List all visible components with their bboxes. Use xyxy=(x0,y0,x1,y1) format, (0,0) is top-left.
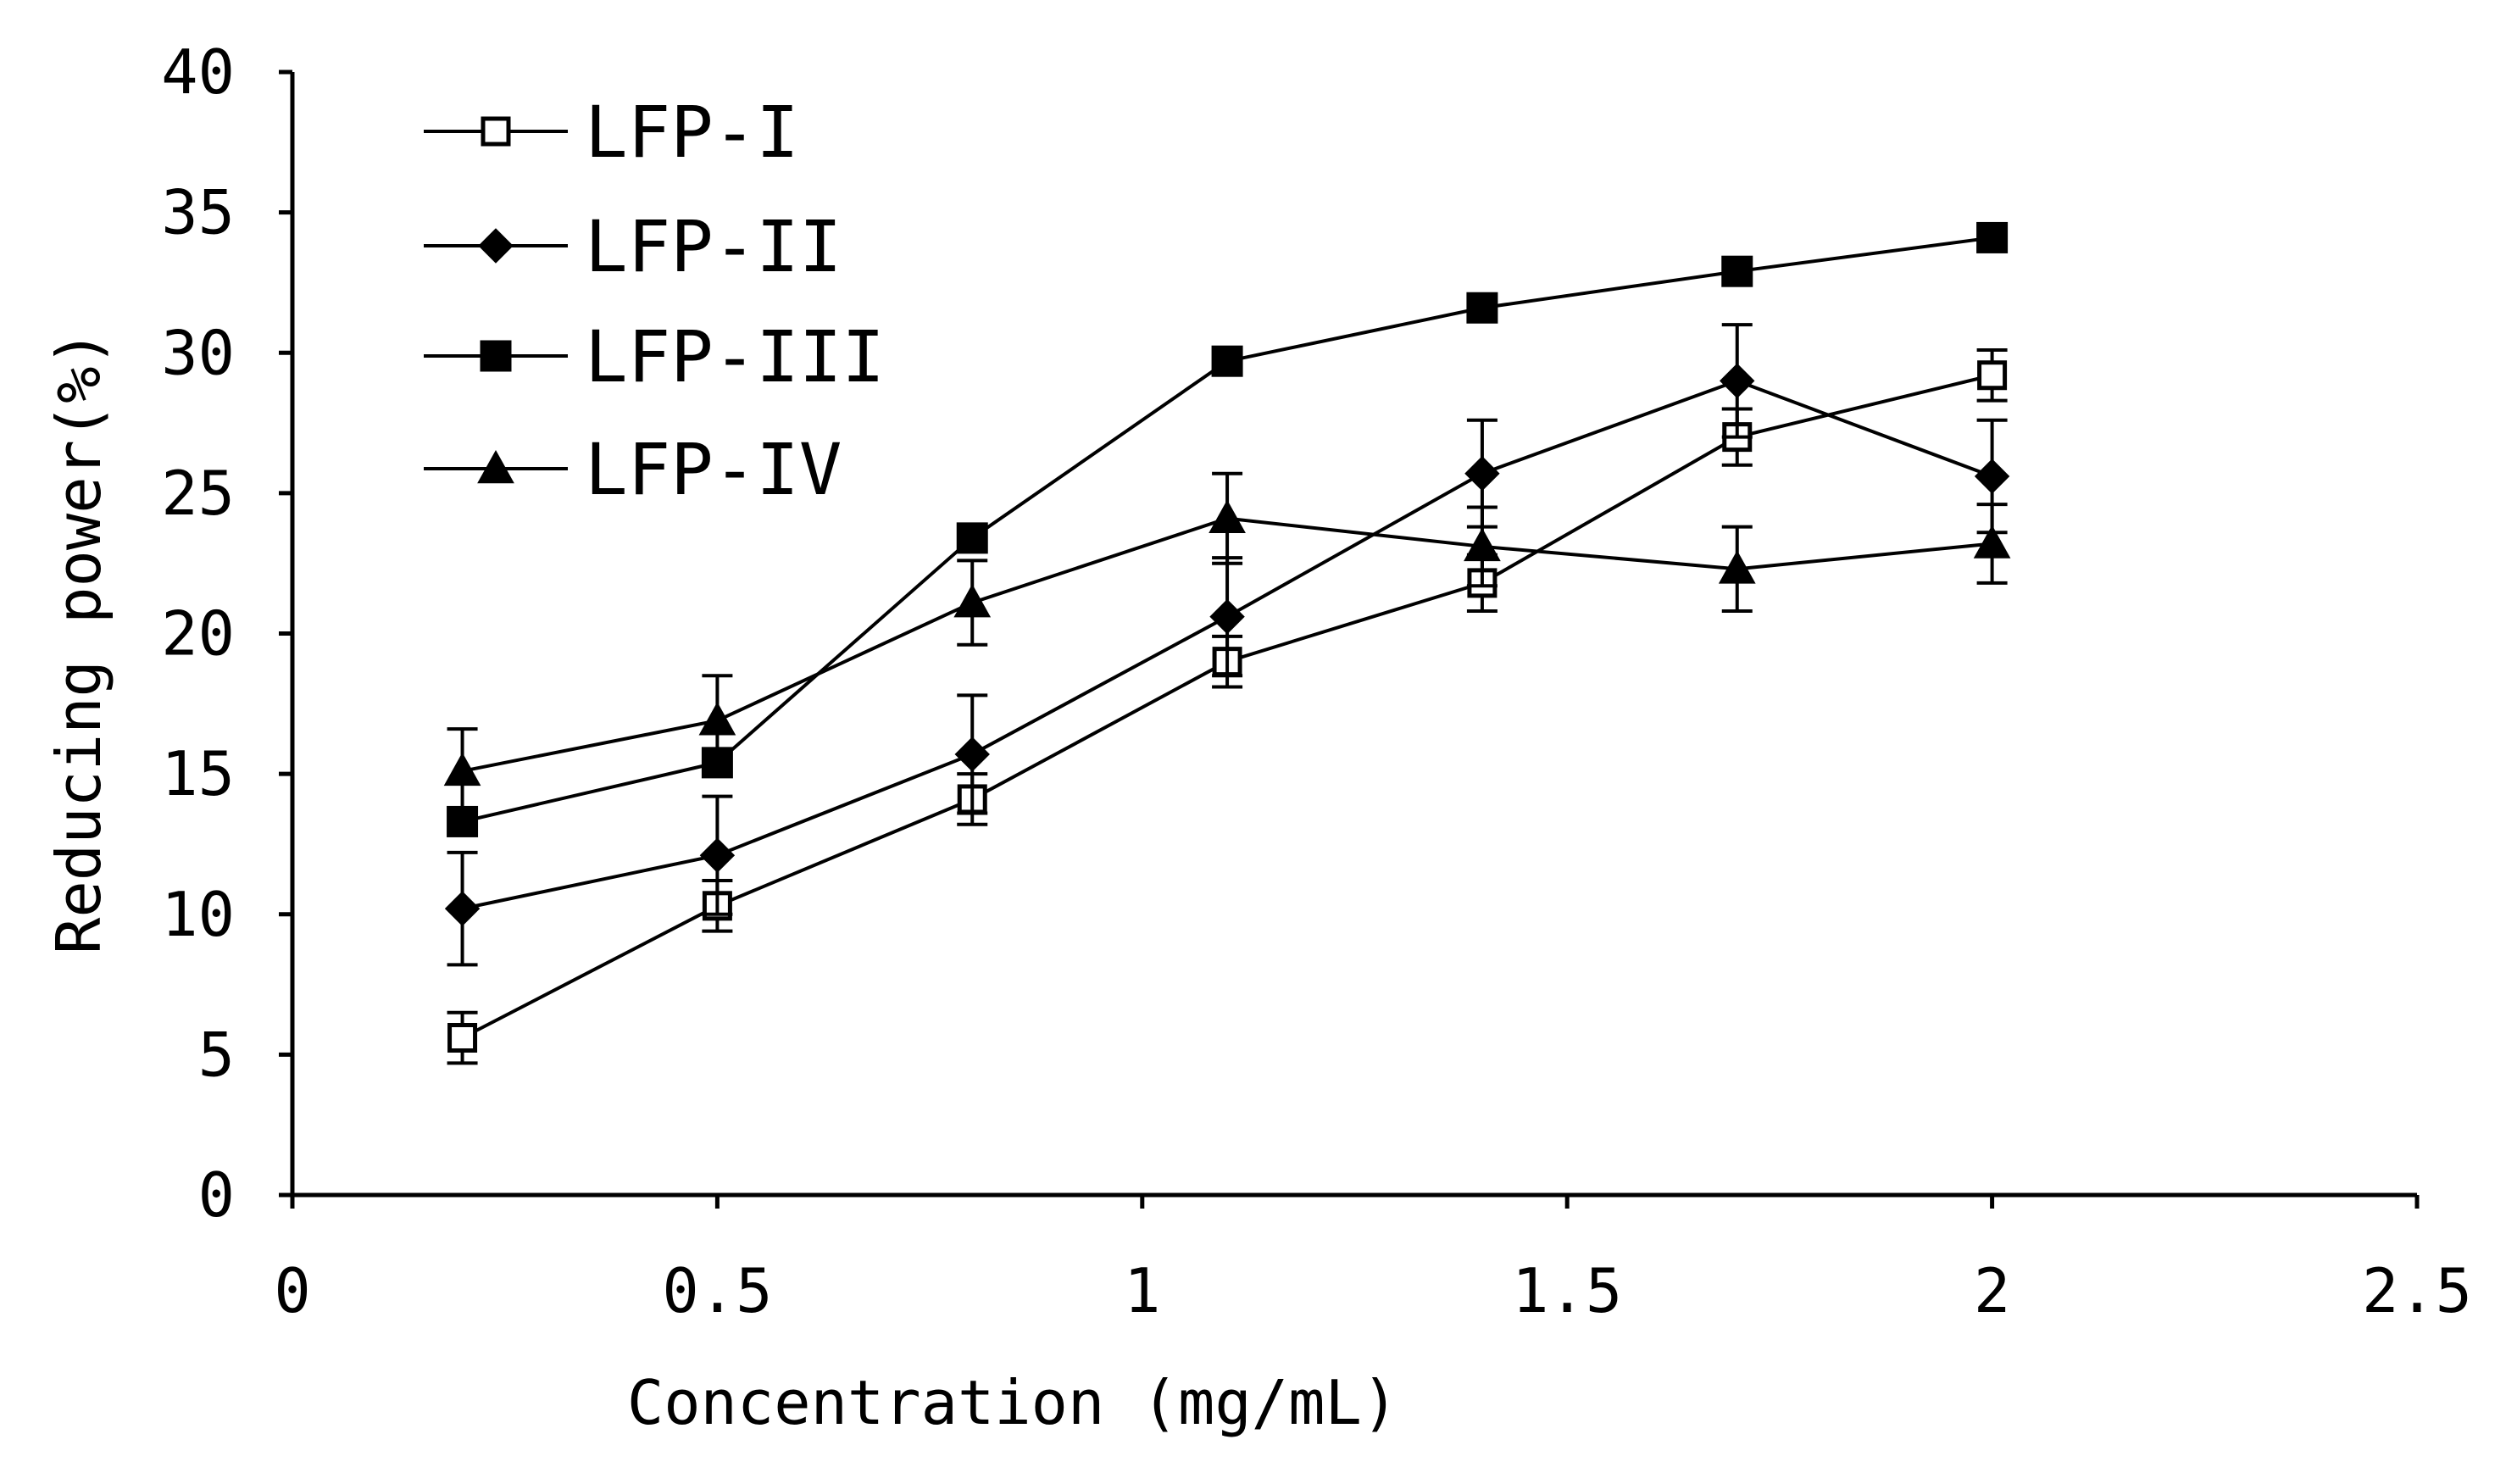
legend-marker xyxy=(477,449,514,484)
legend-label: LFP-I xyxy=(585,91,799,174)
data-point xyxy=(444,891,481,926)
legend-label: LFP-IV xyxy=(585,428,842,511)
data-point xyxy=(447,1023,478,1053)
data-point xyxy=(1977,360,2008,391)
series-lfp-iv xyxy=(443,471,2011,815)
data-point xyxy=(1973,525,2011,559)
legend-item-lfp-i: LFP-I xyxy=(424,91,799,174)
y-tick-label: 30 xyxy=(161,317,235,388)
legend-item-lfp-iii: LFP-III xyxy=(424,315,885,398)
x-axis-title: Concentration (mg/mL) xyxy=(627,1367,1398,1438)
x-tick-label: 1 xyxy=(1124,1255,1160,1326)
data-point xyxy=(1721,255,1753,287)
data-point xyxy=(1720,363,1755,399)
legend-label: LFP-II xyxy=(585,205,842,288)
y-tick-label: 35 xyxy=(161,177,235,248)
data-point xyxy=(1718,550,1756,584)
legend-item-lfp-ii: LFP-II xyxy=(424,205,842,288)
y-tick-label: 10 xyxy=(161,879,235,950)
legend-item-lfp-iv: LFP-IV xyxy=(424,428,842,511)
legend-marker xyxy=(481,116,511,147)
data-point xyxy=(1209,499,1246,533)
x-tick-label: 2.5 xyxy=(2362,1255,2472,1326)
y-tick-label: 40 xyxy=(161,36,235,108)
data-point xyxy=(1209,598,1245,635)
y-tick-label: 0 xyxy=(198,1159,235,1231)
data-point xyxy=(953,584,992,618)
x-tick-label: 2 xyxy=(1974,1255,2010,1326)
y-tick-label: 20 xyxy=(161,598,235,670)
axis-ticks: 0 5 10 15 20 25 30 35 40 0 0.5 1 1.5 2 2.5 xyxy=(161,36,2472,1326)
data-point xyxy=(698,702,736,736)
data-point xyxy=(1211,345,1243,377)
data-point xyxy=(954,736,990,772)
x-tick-label: 1.5 xyxy=(1512,1255,1622,1326)
data-series xyxy=(443,221,2011,1065)
legend-label: LFP-III xyxy=(585,315,885,398)
data-point xyxy=(956,522,988,554)
data-point xyxy=(1466,292,1498,324)
y-tick-label: 15 xyxy=(161,738,235,809)
data-point xyxy=(1976,221,2009,253)
legend: LFP-I LFP-II LFP-III LFP-IV xyxy=(424,91,885,511)
y-tick-label: 5 xyxy=(198,1019,235,1090)
x-tick-label: 0.5 xyxy=(662,1255,772,1326)
data-point xyxy=(1974,459,2010,494)
data-point xyxy=(699,837,736,873)
y-axis-title: Reducing power(%) xyxy=(43,330,114,954)
y-tick-label: 25 xyxy=(161,458,235,529)
legend-marker xyxy=(478,228,514,264)
data-point xyxy=(443,752,481,786)
x-tick-label: 0 xyxy=(274,1255,310,1326)
data-point xyxy=(1464,455,1500,492)
series-lfp-ii xyxy=(444,323,2010,967)
data-point xyxy=(1464,527,1501,562)
legend-marker xyxy=(480,340,512,372)
